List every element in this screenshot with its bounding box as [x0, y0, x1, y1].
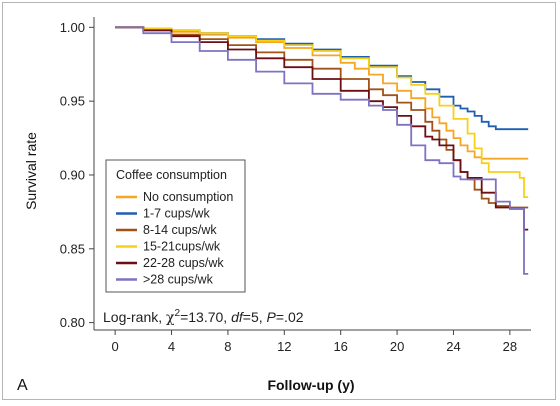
y-tick-label: 0.90	[60, 167, 85, 182]
figure-frame: 0 4 8 12 16 20 24 28 0.80 0.85 0.90 0.95 1.00 Follo…	[2, 2, 556, 400]
axes: 0 4 8 12 16 20 24 28 0.80 0.85 0.90 0.95 1.00	[60, 17, 531, 354]
y-axis-title: Survival rate	[23, 132, 39, 210]
x-tick-label: 12	[277, 339, 291, 354]
annotation-p-label: P	[267, 309, 277, 325]
legend-label: No consumption	[143, 190, 233, 204]
annotation-df-value: =5,	[243, 309, 267, 325]
legend-label: 22-28 cups/wk	[143, 256, 224, 270]
legend: Coffee consumption No consumption 1-7 cup…	[105, 159, 246, 293]
series-line-28-cups-wk	[115, 26, 529, 275]
logrank-annotation: Log-rank, χ2=13.70, df=5, P=.02	[103, 308, 304, 326]
legend-items: No consumption 1-7 cups/wk 8-14 cups/wk 15-…	[116, 190, 233, 287]
y-tick-label: 0.80	[60, 315, 85, 330]
legend-label: 1-7 cups/wk	[143, 207, 210, 221]
y-tick-label: 1.00	[60, 20, 85, 35]
survival-chart: 0 4 8 12 16 20 24 28 0.80 0.85 0.90 0.95 1.00 Follo…	[17, 17, 531, 394]
x-axis-title: Follow-up (y)	[267, 377, 354, 393]
x-tick-label: 16	[333, 339, 347, 354]
series-line-8-14-cups-wk	[115, 26, 529, 209]
y-ticks: 0.80 0.85 0.90 0.95 1.00	[60, 20, 94, 330]
annotation-prefix: Log-rank,	[103, 309, 166, 325]
annotation-chi: χ	[166, 310, 175, 326]
x-tick-label: 0	[112, 339, 119, 354]
x-tick-label: 24	[446, 339, 460, 354]
legend-box	[105, 159, 246, 293]
y-tick-label: 0.85	[60, 241, 85, 256]
series-line-22-28-cups-wk	[115, 26, 529, 231]
annotation-chi-value: =13.70,	[180, 309, 231, 325]
x-tick-label: 28	[503, 339, 517, 354]
y-tick-label: 0.95	[60, 94, 85, 109]
panel-label: A	[17, 377, 28, 394]
series-line-15-21cups-wk	[115, 26, 529, 198]
x-tick-label: 8	[224, 339, 231, 354]
legend-label: 8-14 cups/wk	[143, 223, 217, 237]
legend-title: Coffee consumption	[116, 168, 227, 182]
x-ticks: 0 4 8 12 16 20 24 28	[112, 330, 517, 354]
legend-label: 15-21cups/wk	[143, 240, 221, 254]
x-tick-label: 4	[168, 339, 175, 354]
annotation-p-value: =.02	[276, 309, 304, 325]
annotation-df-label: df	[231, 309, 245, 325]
legend-label: >28 cups/wk	[143, 273, 214, 287]
series-lines	[115, 26, 529, 275]
annotation-chi-sup: 2	[175, 308, 181, 319]
x-tick-label: 20	[390, 339, 404, 354]
series-line-no-consumption	[115, 26, 529, 160]
